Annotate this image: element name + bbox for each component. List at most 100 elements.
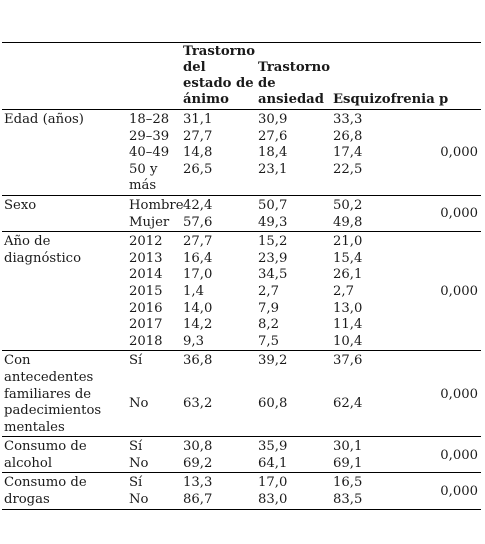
header-row: Trastorno del estado de ánimo Trastorno … [2,42,481,110]
table-row: No 69,2 64,1 69,1 [2,456,481,473]
row-category: 2012 [129,234,163,250]
row-category: 2016 [129,300,163,316]
value-anxiety-disorder: 30,9 [258,112,288,127]
value-mood-disorder: 57,6 [183,214,213,230]
value-mood-disorder: 9,3 [183,333,204,349]
p-value: 0,000 [440,206,478,222]
table-row: Edad (años) 18–28 31,1 30,9 33,3 0,000 [2,110,481,160]
value-mood-disorder: 14,8 [183,145,213,161]
value-anxiety-disorder: 34,5 [258,267,288,283]
value-schizophrenia: 50,2 [333,197,363,213]
group-label: Consumo de drogas [4,475,87,508]
mental-disorders-table: Trastorno del estado de ánimo Trastorno … [2,42,481,510]
value-anxiety-disorder: 39,2 [258,353,288,369]
table-row: 2018 9,3 7,5 10,4 [2,334,481,351]
row-category: 2017 [129,317,163,333]
header-schizophrenia: Esquizofrenia [333,92,435,107]
row-category: 29–39 [129,128,170,144]
table-row: Mujer 57,6 49,3 49,8 [2,215,481,232]
data-table-container: Trastorno del estado de ánimo Trastorno … [2,42,481,510]
value-mood-disorder: 26,5 [183,161,213,177]
value-schizophrenia: 37,6 [333,353,363,369]
header-category [115,43,181,110]
value-schizophrenia: 26,8 [333,128,363,144]
row-category: Sí [129,439,143,455]
p-value: 0,000 [440,483,478,499]
table-row: 2016 14,0 7,9 13,0 [2,301,481,318]
row-category: 50 y más [129,161,158,194]
table-row: No 63,2 60,8 62,4 [2,396,481,437]
header-variable [2,43,115,110]
value-anxiety-disorder: 23,9 [258,250,288,266]
value-schizophrenia: 30,1 [333,439,363,455]
value-mood-disorder: 17,0 [183,267,213,283]
value-schizophrenia: 10,4 [333,333,363,349]
value-schizophrenia: 49,8 [333,214,363,230]
table-row: Consumo de drogas Sí 13,3 17,0 16,5 0,000 [2,473,481,507]
table-group: Sexo Hombre 42,4 50,7 50,2 0,000 Mujer 57,6 49,3… [2,195,481,232]
value-mood-disorder: 27,7 [183,234,213,250]
value-mood-disorder: 30,8 [183,439,213,455]
table-row: Consumo de alcohol Sí 30,8 35,9 30,1 0,000 [2,437,481,471]
value-mood-disorder: 36,8 [183,353,213,369]
value-anxiety-disorder: 27,6 [258,128,288,144]
table-row: 2013 16,4 23,9 15,4 [2,251,481,268]
row-category: Sí [129,353,143,369]
value-anxiety-disorder: 7,5 [258,333,279,349]
table-group: Consumo de drogas Sí 13,3 17,0 16,5 0,000 No 86… [2,473,481,510]
value-schizophrenia: 11,4 [333,317,363,333]
table-group: Edad (años) 18–28 31,1 30,9 33,3 0,000 29–39 27… [2,110,481,196]
row-category: Sí [129,475,143,491]
table-row: 2017 14,2 8,2 11,4 [2,317,481,334]
value-anxiety-disorder: 15,2 [258,234,288,250]
group-label: Consumo de alcohol [4,439,87,471]
table-row: Con antecedentes familiares de padecimie… [2,351,481,434]
table-row: 29–39 27,7 27,6 26,8 [2,129,481,146]
value-anxiety-disorder: 83,0 [258,492,288,508]
value-mood-disorder: 86,7 [183,492,213,508]
table-row: Año de diagnóstico 2012 27,7 15,2 21,0 0,000 [2,232,481,299]
table-row: 50 y más 26,5 23,1 22,5 [2,162,481,196]
table-group: Con antecedentes familiares de padecimie… [2,351,481,437]
table-row: No 86,7 83,0 83,5 [2,492,481,509]
row-category: Mujer [129,214,170,230]
row-category: No [129,455,149,471]
value-mood-disorder: 14,2 [183,317,213,333]
table-group: Consumo de alcohol Sí 30,8 35,9 30,1 0,000 No 6… [2,437,481,473]
value-schizophrenia: 83,5 [333,492,363,508]
p-value: 0,000 [440,447,478,463]
row-category: No [129,492,149,508]
header-mood-disorder: Trastorno del estado de ánimo [183,44,255,107]
value-anxiety-disorder: 50,7 [258,197,288,213]
value-mood-disorder: 42,4 [183,197,213,213]
value-schizophrenia: 69,1 [333,455,363,471]
row-category: 40–49 [129,145,170,161]
row-category: 2013 [129,250,163,266]
value-schizophrenia: 15,4 [333,250,363,266]
p-value: 0,000 [440,145,478,161]
value-schizophrenia: 26,1 [333,267,363,283]
row-category: 18–28 [129,112,170,127]
value-schizophrenia: 17,4 [333,145,363,161]
table-group: Año de diagnóstico 2012 27,7 15,2 21,0 0,000 2… [2,232,481,351]
value-anxiety-disorder: 60,8 [258,396,288,412]
header-p-value: p [439,92,449,107]
table-header: Trastorno del estado de ánimo Trastorno … [2,42,481,110]
value-schizophrenia: 21,0 [333,234,363,250]
value-mood-disorder: 1,4 [183,283,204,299]
value-anxiety-disorder: 23,1 [258,161,288,177]
group-label: Con antecedentes familiares de padecimie… [4,353,102,435]
value-mood-disorder: 69,2 [183,455,213,471]
value-mood-disorder: 27,7 [183,128,213,144]
value-anxiety-disorder: 17,0 [258,475,288,491]
value-schizophrenia: 2,7 [333,283,354,299]
row-category: 2015 [129,283,163,299]
value-schizophrenia: 22,5 [333,161,363,177]
table-row: 2014 17,0 34,5 26,1 [2,267,481,284]
value-schizophrenia: 13,0 [333,300,363,316]
value-mood-disorder: 14,0 [183,300,213,316]
value-anxiety-disorder: 8,2 [258,317,279,333]
value-anxiety-disorder: 7,9 [258,300,279,316]
table-row: Sexo Hombre 42,4 50,7 50,2 0,000 [2,195,481,221]
header-anxiety-disorder: Trastorno de ansiedad [258,60,330,107]
